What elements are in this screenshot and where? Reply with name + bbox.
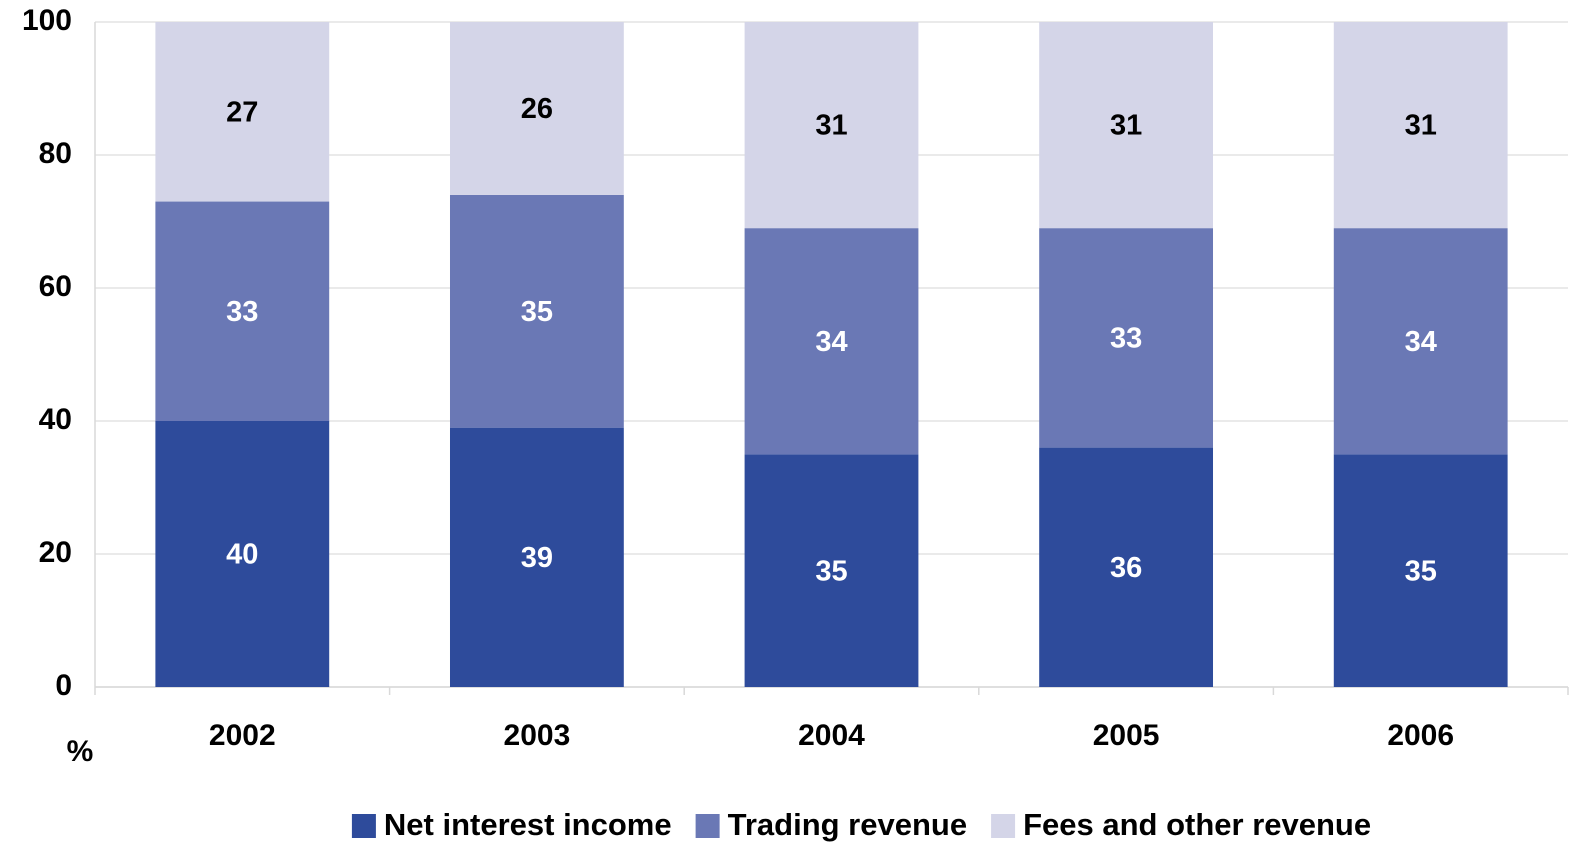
y-tick-label: 60: [39, 270, 72, 303]
data-label: 40: [226, 539, 258, 571]
bar-segment: [744, 228, 919, 455]
bar-segment: [449, 22, 624, 195]
legend-label: Trading revenue: [728, 807, 967, 842]
y-tick-label: 80: [39, 137, 72, 170]
y-tick-label: 20: [39, 536, 72, 569]
data-label: 34: [1405, 326, 1437, 358]
legend-label: Fees and other revenue: [1023, 807, 1371, 842]
bar-segment: [1333, 228, 1508, 455]
x-tick-label: 2004: [798, 719, 865, 752]
legend-swatch: [695, 814, 720, 838]
x-tick-label: 2003: [504, 719, 571, 752]
data-label: 39: [521, 542, 553, 574]
x-tick-label: 2005: [1093, 719, 1160, 752]
legend-swatch: [351, 814, 376, 838]
data-label: 35: [521, 296, 553, 328]
bar-segment: [449, 427, 624, 687]
y-axis-label: %: [67, 735, 94, 768]
y-tick-label: 100: [22, 4, 72, 37]
data-label: 35: [815, 555, 847, 587]
legend-swatch: [991, 814, 1016, 838]
bar-segment: [155, 421, 330, 687]
bar-segment: [1333, 22, 1508, 229]
data-label: 33: [226, 296, 258, 328]
bar-segment: [1333, 454, 1508, 687]
data-label: 26: [521, 93, 553, 125]
data-label: 31: [815, 110, 847, 142]
y-tick-label: 0: [55, 669, 72, 702]
legend-label: Net interest income: [384, 807, 672, 842]
bar-segment: [155, 22, 330, 202]
y-tick-label: 40: [39, 403, 72, 436]
bar-segment: [744, 22, 919, 229]
data-label: 31: [1110, 110, 1142, 142]
data-label: 31: [1405, 110, 1437, 142]
bar-segment: [449, 194, 624, 428]
bar-segment: [155, 201, 330, 421]
bar-segment: [1039, 22, 1214, 229]
data-label: 34: [815, 326, 847, 358]
data-label: 27: [226, 96, 258, 128]
bar-segment: [744, 454, 919, 687]
x-tick-label: 2002: [209, 719, 276, 752]
data-label: 35: [1405, 555, 1437, 587]
data-label: 33: [1110, 323, 1142, 355]
data-label: 36: [1110, 552, 1142, 584]
bar-segment: [1039, 447, 1214, 687]
x-tick-label: 2006: [1387, 719, 1454, 752]
bar-segment: [1039, 228, 1214, 448]
